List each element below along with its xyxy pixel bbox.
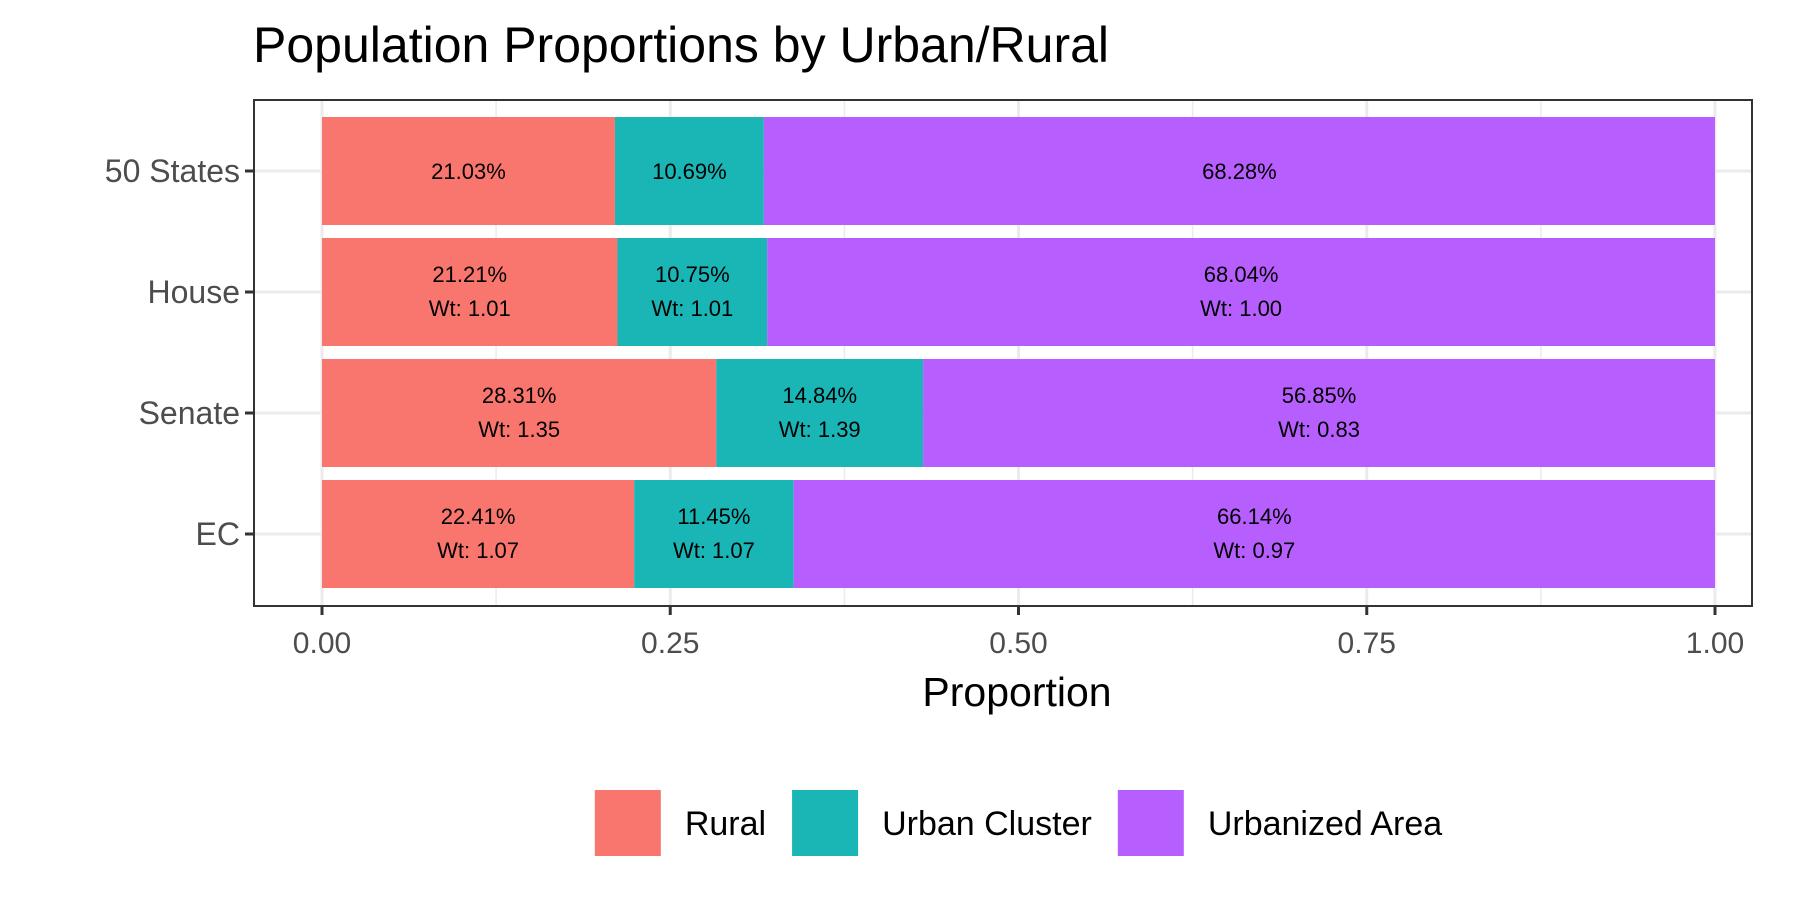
x-tick-label: 0.50 <box>989 627 1047 660</box>
bar-segment <box>793 480 1715 588</box>
bar-value-label: 21.21% <box>432 262 507 287</box>
x-tick-label: 0.25 <box>641 627 699 660</box>
bar-segment <box>767 238 1715 346</box>
bar-weight-label: Wt: 1.39 <box>779 417 861 442</box>
y-tick-label: EC <box>196 516 240 552</box>
bar-segment <box>322 238 618 346</box>
bar-weight-label: Wt: 1.07 <box>673 538 755 563</box>
bar-segment <box>322 359 717 467</box>
bar-value-label: 21.03% <box>431 159 506 184</box>
x-tick-label: 0.75 <box>1338 627 1396 660</box>
bar-weight-label: Wt: 1.00 <box>1200 296 1282 321</box>
bar-weight-label: Wt: 1.35 <box>478 417 560 442</box>
y-tick-label: 50 States <box>105 153 240 189</box>
bar-weight-label: Wt: 0.83 <box>1278 417 1360 442</box>
bar-value-label: 68.04% <box>1204 262 1279 287</box>
bar-segment <box>322 117 615 225</box>
x-axis-title: Proportion <box>922 669 1111 715</box>
plot-panel-border <box>253 99 1753 607</box>
bar-value-label: 10.75% <box>655 262 730 287</box>
legend-key <box>792 790 859 856</box>
bar-weight-label: Wt: 1.07 <box>437 538 519 563</box>
x-axis: 0.00 0.25 0.50 0.75 1.00 <box>293 606 1744 660</box>
bar-value-label: 28.31% <box>482 383 557 408</box>
x-tick-label: 0.00 <box>293 627 351 660</box>
bar-value-label: 66.14% <box>1217 504 1292 529</box>
chart-title: Population Proportions by Urban/Rural <box>253 17 1109 73</box>
bar-value-label: 11.45% <box>677 504 750 529</box>
legend-label: Rural <box>685 805 766 843</box>
bars <box>322 117 1715 588</box>
bar-segment <box>716 359 924 467</box>
bar-labels: 21.03% 10.69% 68.28% 21.21% Wt: 1.01 10.75% Wt… <box>429 159 1360 563</box>
legend-key <box>594 790 661 856</box>
bar-segment <box>763 117 1715 225</box>
y-tick-label: Senate <box>139 395 240 431</box>
bar-segment <box>923 359 1715 467</box>
y-tick-label: House <box>148 274 241 310</box>
bar-segment <box>322 480 635 588</box>
legend-key <box>1117 790 1184 856</box>
bar-weight-label: Wt: 1.01 <box>651 296 733 321</box>
bar-segment <box>634 480 794 588</box>
bar-value-label: 14.84% <box>782 383 857 408</box>
bar-weight-label: Wt: 1.01 <box>429 296 511 321</box>
legend-label: Urban Cluster <box>882 805 1092 843</box>
x-tick-label: 1.00 <box>1686 627 1744 660</box>
legend: Rural Urban Cluster Urbanized Area <box>594 790 1442 856</box>
bar-weight-label: Wt: 0.97 <box>1213 538 1295 563</box>
bar-value-label: 22.41% <box>441 504 516 529</box>
legend-label: Urbanized Area <box>1208 805 1442 843</box>
bar-segment <box>617 238 768 346</box>
bar-value-label: 68.28% <box>1202 159 1277 184</box>
bar-segment <box>614 117 764 225</box>
bar-value-label: 56.85% <box>1282 383 1357 408</box>
bar-value-label: 10.69% <box>652 159 727 184</box>
y-axis: 50 States House Senate EC <box>105 153 254 552</box>
